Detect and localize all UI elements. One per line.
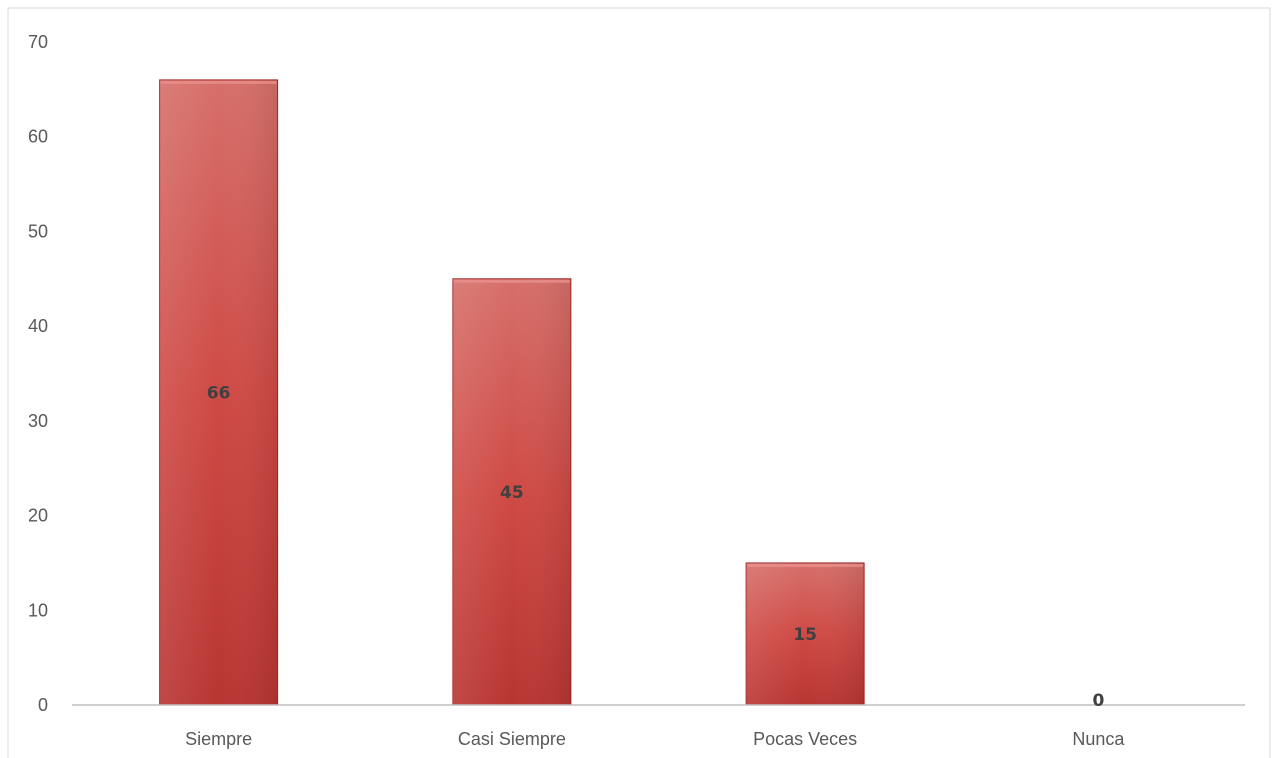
- x-category-label: Siempre: [185, 729, 252, 749]
- bar-bevel: [160, 80, 277, 84]
- bars-group: [159, 79, 865, 706]
- y-tick-label: 30: [28, 411, 48, 431]
- y-axis-tick-labels: 0 10 20 30 40 50 60 70: [28, 32, 48, 715]
- bar-bevel: [747, 563, 864, 567]
- y-tick-label: 50: [28, 221, 48, 241]
- x-category-label: Casi Siempre: [458, 729, 566, 749]
- x-category-label: Pocas Veces: [753, 729, 857, 749]
- data-label: 0: [1092, 691, 1104, 711]
- data-label: 15: [793, 625, 817, 645]
- y-tick-label: 70: [28, 32, 48, 52]
- bar-shine: [159, 79, 278, 705]
- y-tick-label: 20: [28, 506, 48, 526]
- y-tick-label: 60: [28, 127, 48, 147]
- bar-shine: [452, 278, 571, 705]
- data-label: 66: [207, 383, 231, 403]
- x-axis-category-labels: Siempre Casi Siempre Pocas Veces Nunca: [185, 729, 1125, 749]
- y-tick-label: 10: [28, 600, 48, 620]
- data-label: 45: [500, 483, 524, 503]
- data-labels-group: 66 45 15 0: [207, 383, 1105, 711]
- y-tick-label: 40: [28, 316, 48, 336]
- bar-bevel: [453, 279, 570, 283]
- bar-shine: [746, 562, 865, 705]
- x-category-label: Nunca: [1072, 729, 1125, 749]
- y-tick-label: 0: [38, 695, 48, 715]
